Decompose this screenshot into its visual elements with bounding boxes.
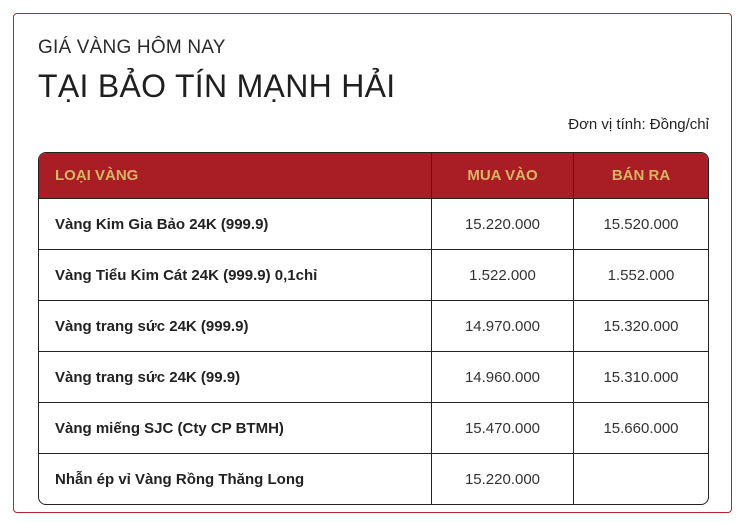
buy-price-cell: 15.220.000 xyxy=(431,198,573,249)
gold-type-cell: Vàng Kim Gia Bảo 24K (999.9) xyxy=(39,198,431,249)
table-row: Vàng trang sức 24K (999.9) 14.970.000 15.3… xyxy=(39,300,708,351)
gold-type-cell: Vàng trang sức 24K (999.9) xyxy=(39,300,431,351)
unit-label: Đơn vị tính: Đồng/chỉ xyxy=(568,116,709,133)
table-row: Vàng trang sức 24K (99.9) 14.960.000 15.31… xyxy=(39,351,708,402)
table-row: Nhẫn ép vỉ Vàng Rồng Thăng Long 15.220.00… xyxy=(39,453,708,504)
gold-type-cell: Nhẫn ép vỉ Vàng Rồng Thăng Long xyxy=(39,453,431,504)
buy-price-cell: 15.220.000 xyxy=(431,453,573,504)
table-row: Vàng Tiểu Kim Cát 24K (999.9) 0,1chỉ 1.52… xyxy=(39,249,708,300)
buy-price-cell: 15.470.000 xyxy=(431,402,573,453)
sell-price-cell: 15.310.000 xyxy=(573,351,708,402)
gold-type-cell: Vàng trang sức 24K (99.9) xyxy=(39,351,431,402)
gold-price-table: LOẠI VÀNG MUA VÀO BÁN RA Vàng Kim Gia Bả… xyxy=(38,152,709,505)
sell-price-cell: 15.660.000 xyxy=(573,402,708,453)
page-title: TẠI BẢO TÍN MẠNH HẢI xyxy=(38,68,396,104)
page-subtitle: GIÁ VÀNG HÔM NAY xyxy=(38,37,226,58)
table-row: Vàng Kim Gia Bảo 24K (999.9) 15.220.000 15… xyxy=(39,198,708,249)
gold-type-cell: Vàng miếng SJC (Cty CP BTMH) xyxy=(39,402,431,453)
sell-price-cell: 15.520.000 xyxy=(573,198,708,249)
buy-price-cell: 14.970.000 xyxy=(431,300,573,351)
sell-price-cell: 15.320.000 xyxy=(573,300,708,351)
buy-price-cell: 1.522.000 xyxy=(431,249,573,300)
buy-price-cell: 14.960.000 xyxy=(431,351,573,402)
column-header-buy: MUA VÀO xyxy=(431,153,573,198)
column-header-sell: BÁN RA xyxy=(573,153,708,198)
table-row: Vàng miếng SJC (Cty CP BTMH) 15.470.000 15… xyxy=(39,402,708,453)
sell-price-cell xyxy=(573,453,708,504)
gold-price-card xyxy=(13,13,732,513)
gold-type-cell: Vàng Tiểu Kim Cát 24K (999.9) 0,1chỉ xyxy=(39,249,431,300)
sell-price-cell: 1.552.000 xyxy=(573,249,708,300)
column-header-type: LOẠI VÀNG xyxy=(39,153,431,198)
table-header-row: LOẠI VÀNG MUA VÀO BÁN RA xyxy=(39,153,708,198)
